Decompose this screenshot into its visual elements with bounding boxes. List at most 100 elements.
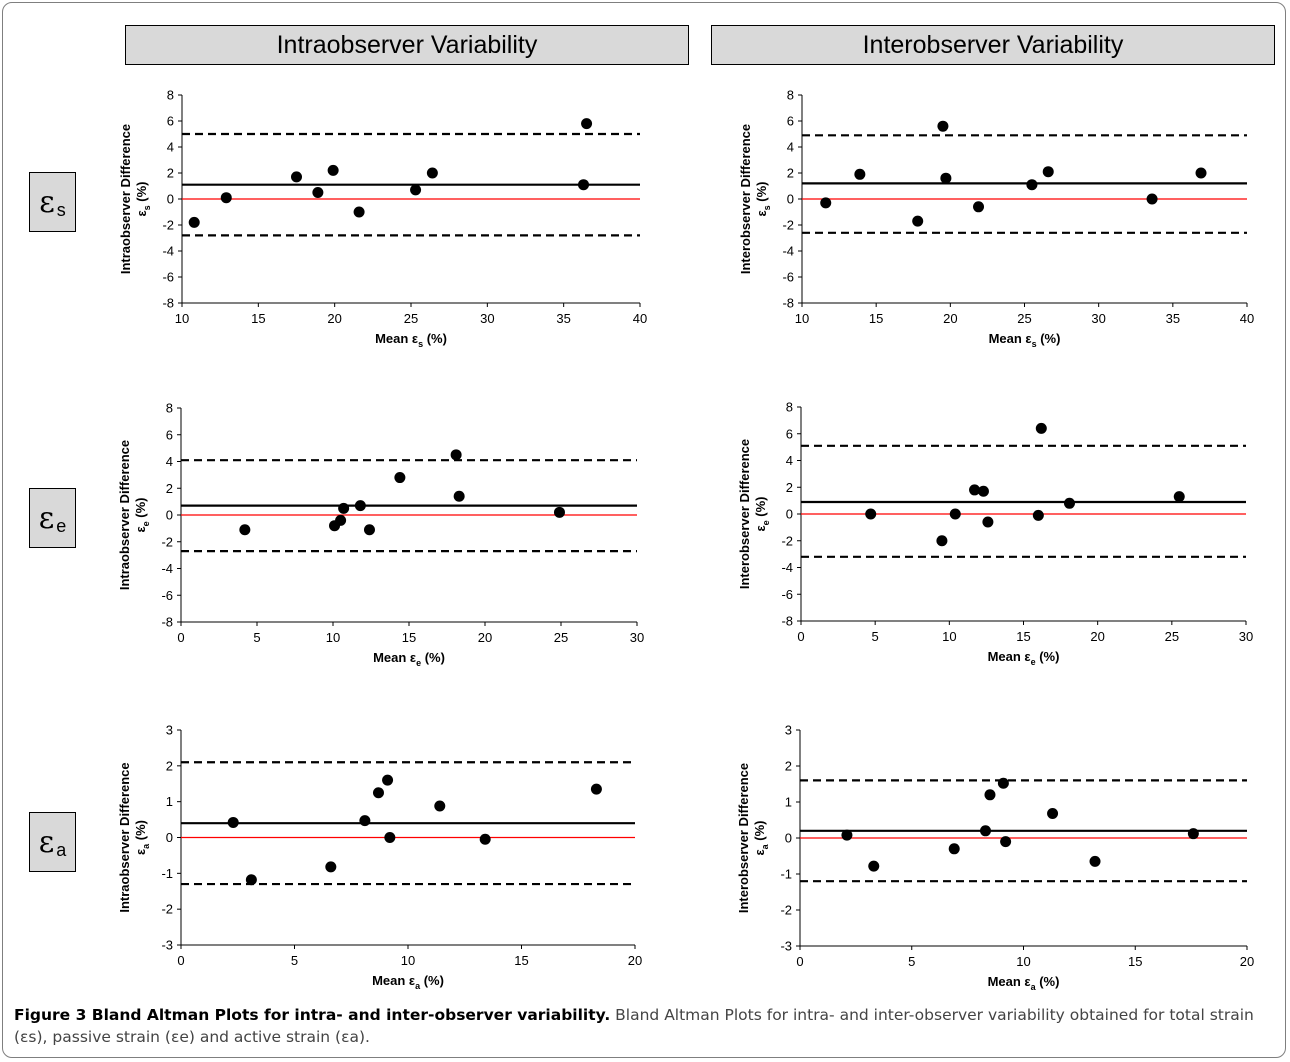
row-label-symbol: ε — [39, 184, 55, 220]
x-tick-label: 10 — [795, 311, 809, 326]
y-tick-label: 2 — [166, 758, 173, 773]
bland-altman-plot-inter-es: -8 -6 -4 -2 0 2 4 6 8 10 15 20 25 30 35 40 Interobserver… — [738, 88, 1254, 350]
data-point — [940, 172, 952, 184]
y-tick-label: -2 — [780, 903, 792, 918]
data-point — [245, 874, 257, 886]
data-point — [578, 179, 590, 191]
y-tick-label: -8 — [782, 296, 794, 311]
data-point — [426, 167, 438, 179]
y-tick-label: -2 — [161, 902, 173, 917]
data-point — [479, 833, 491, 845]
data-point — [1063, 497, 1075, 509]
data-point — [936, 535, 948, 547]
y-tick-label: 0 — [785, 831, 792, 846]
y-tick-label: 6 — [166, 427, 173, 442]
y-tick-label: 4 — [166, 454, 173, 469]
data-point — [1042, 166, 1054, 178]
header-intraobserver: Intraobserver Variability — [125, 25, 689, 65]
y-axis-unit-label: εa (%) — [133, 820, 151, 855]
y-axis-unit-label: εa (%) — [752, 820, 770, 855]
y-tick-label: 2 — [166, 481, 173, 496]
data-point — [434, 800, 446, 812]
y-tick-label: 2 — [167, 166, 174, 181]
x-tick-label: 30 — [480, 311, 494, 326]
y-axis-label: Intraobserver Difference — [117, 762, 132, 912]
y-tick-label: -6 — [161, 588, 173, 603]
x-tick-label: 15 — [514, 953, 528, 968]
data-point — [410, 184, 422, 196]
data-point — [982, 516, 994, 528]
y-tick-label: -8 — [161, 615, 173, 630]
data-point — [937, 120, 949, 132]
x-tick-label: 35 — [556, 311, 570, 326]
figure-caption-label: Figure 3 Bland Altman Plots for intra- a… — [14, 1006, 611, 1024]
data-point — [227, 816, 239, 828]
x-tick-label: 5 — [253, 630, 260, 645]
y-tick-label: -8 — [781, 614, 793, 629]
data-point — [291, 171, 302, 183]
data-point — [312, 187, 324, 198]
data-point — [969, 484, 981, 496]
y-tick-label: 2 — [785, 759, 792, 774]
data-point — [980, 825, 992, 837]
x-tick-label: 0 — [177, 953, 184, 968]
y-tick-label: 0 — [787, 192, 794, 207]
x-tick-label: 20 — [478, 630, 492, 645]
x-tick-label: 40 — [1240, 311, 1254, 326]
data-point — [1032, 509, 1044, 521]
x-tick-label: 10 — [1016, 954, 1030, 969]
data-point — [984, 789, 996, 801]
y-tick-label: 0 — [166, 508, 173, 523]
y-tick-label: 4 — [787, 140, 794, 155]
y-tick-label: -4 — [781, 560, 793, 575]
y-tick-label: -6 — [162, 270, 174, 285]
y-tick-label: 6 — [787, 114, 794, 129]
y-axis-label: Interobserver Difference — [738, 124, 753, 274]
data-point — [394, 472, 406, 484]
bland-altman-plot-intra-es: -8 -6 -4 -2 0 2 4 6 8 10 15 20 25 30 35 40 Intraobserver… — [118, 88, 647, 350]
y-tick-label: 0 — [166, 830, 173, 845]
x-tick-label: 15 — [402, 630, 416, 645]
y-tick-label: -8 — [162, 296, 174, 311]
data-point — [1035, 422, 1047, 434]
x-tick-label: 10 — [175, 311, 189, 326]
y-tick-label: 2 — [786, 480, 793, 495]
x-tick-label: 5 — [291, 953, 298, 968]
y-tick-label: -2 — [162, 218, 174, 233]
data-point — [868, 860, 880, 872]
y-axis-unit-label: εs (%) — [134, 181, 152, 216]
x-tick-label: 5 — [872, 629, 879, 644]
data-point — [1089, 855, 1101, 867]
data-point — [820, 197, 832, 209]
y-tick-label: -3 — [161, 938, 173, 953]
y-tick-label: -1 — [161, 866, 173, 881]
y-tick-label: -3 — [780, 939, 792, 954]
x-tick-label: 10 — [326, 630, 340, 645]
x-tick-label: 0 — [177, 630, 184, 645]
y-tick-label: 1 — [785, 795, 792, 810]
x-tick-label: 25 — [554, 630, 568, 645]
data-point — [372, 787, 384, 799]
data-point — [1146, 193, 1158, 205]
x-tick-label: 15 — [869, 311, 883, 326]
data-point — [1195, 167, 1207, 179]
data-point — [453, 490, 465, 502]
y-tick-label: 8 — [787, 88, 794, 103]
data-point — [382, 774, 394, 786]
header-interobserver: Interobserver Variability — [711, 25, 1275, 65]
y-tick-label: 2 — [787, 166, 794, 181]
y-tick-label: 4 — [786, 453, 793, 468]
data-point — [854, 168, 866, 180]
x-tick-label: 15 — [1016, 629, 1030, 644]
y-tick-label: 1 — [166, 794, 173, 809]
x-tick-label: 20 — [628, 953, 642, 968]
y-tick-label: -1 — [780, 867, 792, 882]
x-tick-label: 15 — [251, 311, 265, 326]
x-tick-label: 20 — [1240, 954, 1254, 969]
row-label-symbol: ε — [38, 824, 55, 860]
data-point — [949, 508, 961, 520]
x-tick-label: 10 — [942, 629, 956, 644]
y-tick-label: 0 — [786, 507, 793, 522]
y-tick-label: -2 — [782, 218, 794, 233]
